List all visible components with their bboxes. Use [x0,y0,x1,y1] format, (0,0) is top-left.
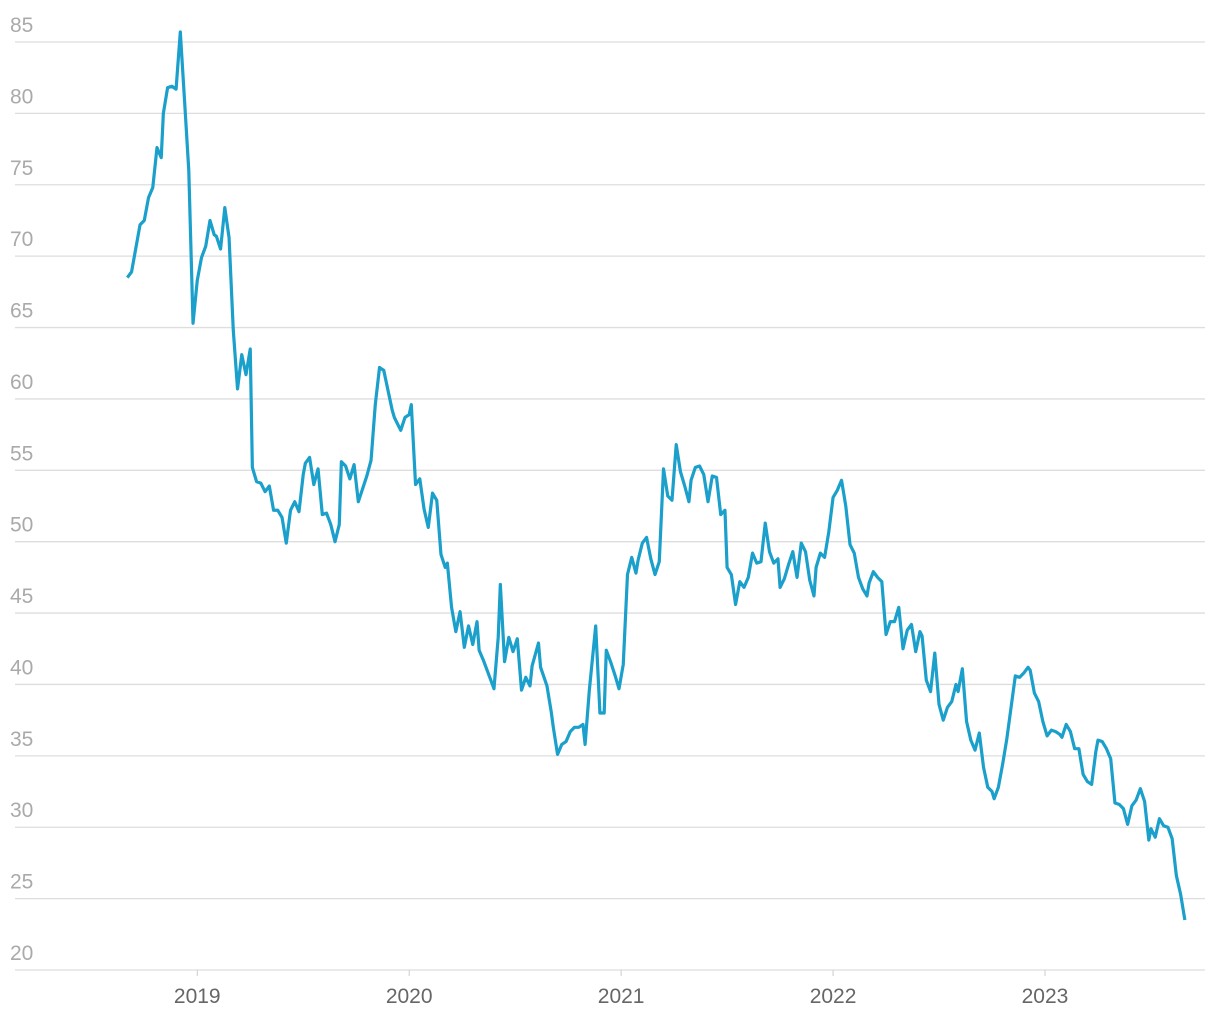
y-tick-label: 40 [10,656,33,679]
line [126,30,1187,921]
x-tick-label: 2023 [1022,985,1069,1008]
y-tick-label: 35 [10,728,33,751]
y-tick-label: 30 [10,799,33,822]
y-tick-label: 25 [10,871,33,894]
y-tick-label: 80 [10,85,33,108]
y-tick-label: 70 [10,228,33,251]
y-tick-label: 85 [10,14,33,37]
y-tick-label: 55 [10,442,33,465]
x-tick-label: 2021 [598,985,645,1008]
y-tick-label: 20 [10,942,33,965]
y-tick-label: 50 [10,514,33,537]
y-tick-label: 45 [10,585,33,608]
x-tick-label: 2019 [174,985,221,1008]
x-tick-label: 2020 [386,985,433,1008]
y-tick-label: 60 [10,371,33,394]
y-tick-label: 65 [10,300,33,323]
x-tick-label: 2022 [810,985,857,1008]
y-tick-label: 75 [10,157,33,180]
